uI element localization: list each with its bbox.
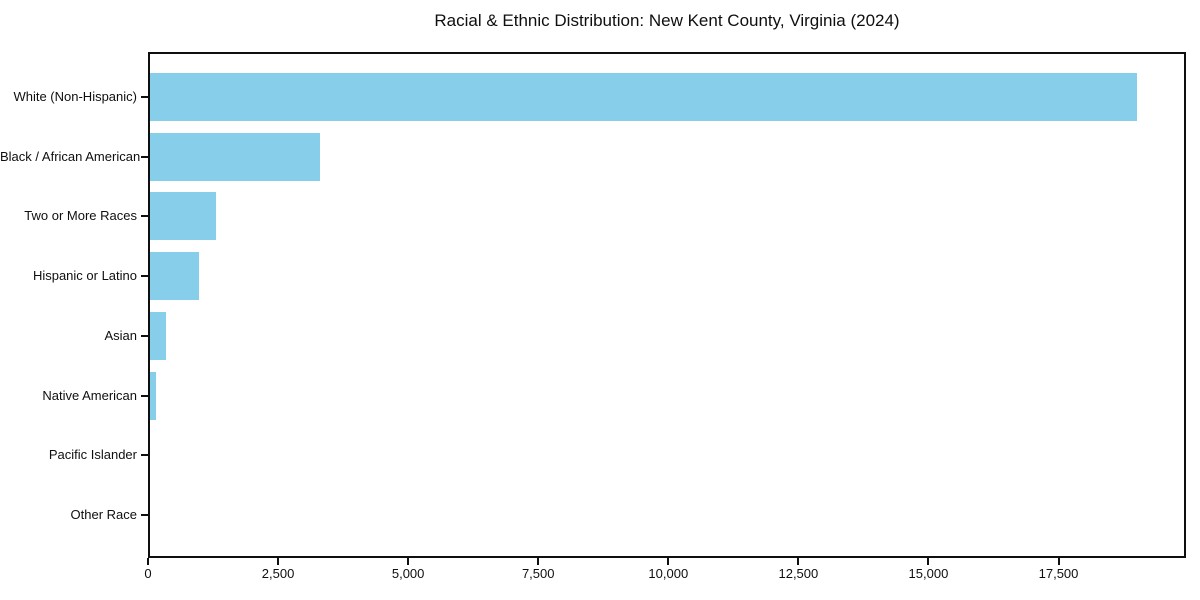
y-axis-label-other-race: Other Race <box>70 506 137 522</box>
bar-black-african-american <box>148 132 320 181</box>
x-axis-tick <box>667 558 670 565</box>
bar-native-american <box>148 371 157 420</box>
x-axis-tick <box>1057 558 1060 565</box>
y-axis-label-asian: Asian <box>104 327 137 343</box>
x-axis-tick-label: 0 <box>144 566 152 581</box>
y-axis-label-hispanic-or-latino: Hispanic or Latino <box>32 268 137 284</box>
y-axis-tick <box>141 275 148 278</box>
bar-two-or-more-races <box>148 192 216 241</box>
x-axis-tick <box>147 558 149 565</box>
x-axis-tick <box>797 558 800 565</box>
x-axis-tick-label: 12,500 <box>778 566 819 581</box>
y-axis-label-pacific-islander: Pacific Islander <box>48 447 137 463</box>
y-axis-tick <box>141 454 148 457</box>
x-axis-tick-label: 5,000 <box>391 566 425 581</box>
y-axis-tick <box>141 96 148 98</box>
y-axis-label-native-american: Native American <box>42 387 137 403</box>
y-axis-label-white-non-hispanic: White (Non-Hispanic) <box>13 89 137 104</box>
bar-pacific-islander <box>148 431 149 480</box>
x-axis-tick-label: 15,000 <box>908 566 949 581</box>
y-axis-label-black-african-american: Black / African American <box>0 148 141 164</box>
x-axis-tick-label: 2,500 <box>261 566 295 581</box>
bar-hispanic-or-latino <box>148 252 199 301</box>
chart-title: Racial & Ethnic Distribution: New Kent C… <box>434 11 900 30</box>
y-axis-tick <box>141 215 148 218</box>
y-axis-tick <box>141 394 148 397</box>
bar-asian <box>148 311 167 360</box>
y-axis-tick <box>141 155 148 158</box>
bar-white-non-hispanic <box>148 73 1137 121</box>
x-axis-tick <box>537 558 540 565</box>
bar-other-race <box>148 490 149 539</box>
x-axis-tick <box>407 558 410 565</box>
x-axis-tick <box>927 558 930 565</box>
plot-area <box>148 52 1186 558</box>
y-axis-tick <box>141 334 148 337</box>
x-axis-tick-label: 7,500 <box>521 566 555 581</box>
x-axis-tick-label: 10,000 <box>648 566 689 581</box>
x-axis-tick-label: 17,500 <box>1038 566 1079 581</box>
y-axis-tick <box>141 513 148 516</box>
y-axis-label-two-or-more-races: Two or More Races <box>24 208 137 224</box>
x-axis-tick <box>277 558 280 565</box>
